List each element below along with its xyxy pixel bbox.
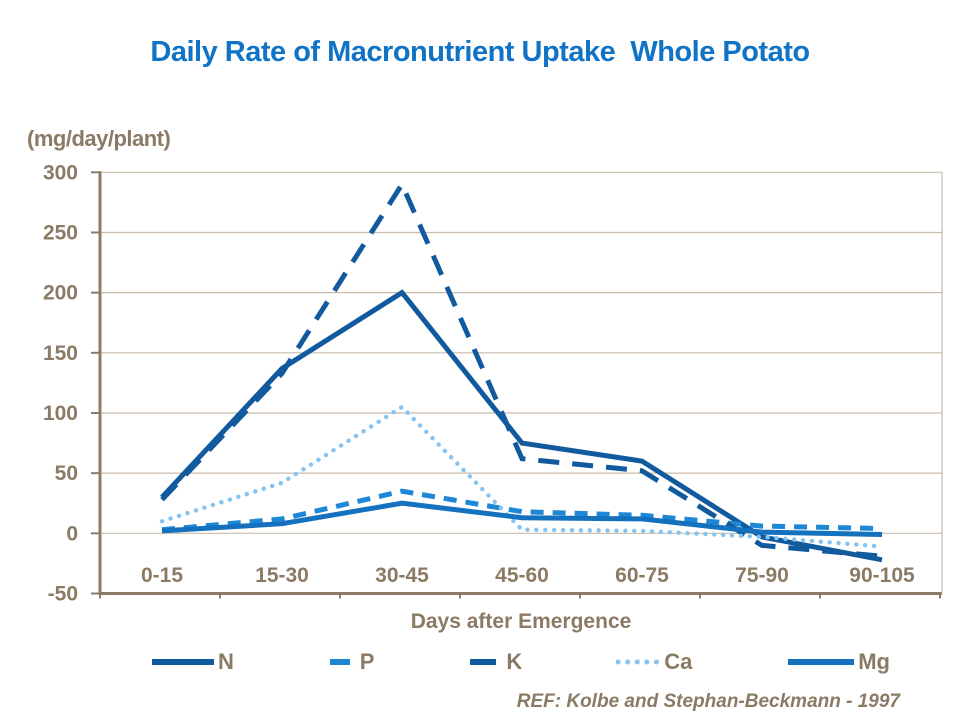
x-tick-label: 30-45 bbox=[375, 564, 429, 587]
x-tick-label: 90-105 bbox=[849, 564, 915, 587]
chart-title: Daily Rate of Macronutrient Uptake Whole… bbox=[150, 36, 810, 68]
x-tick-label: 15-30 bbox=[255, 564, 309, 587]
series-line-n bbox=[160, 289, 883, 563]
legend-swatch-n bbox=[152, 659, 214, 665]
legend-item-n: N bbox=[150, 649, 234, 675]
x-tick-label: 60-75 bbox=[615, 564, 669, 587]
y-tick-label: 250 bbox=[43, 221, 78, 244]
legend-swatch-mg bbox=[788, 659, 855, 665]
y-axis-unit-label: (mg/day/plant) bbox=[27, 126, 171, 151]
series-line-p bbox=[161, 488, 883, 533]
x-tick-label: 75-90 bbox=[735, 564, 789, 587]
y-tick-label: 200 bbox=[43, 282, 78, 305]
x-tick-label: 0-15 bbox=[141, 564, 183, 587]
x-tick-label: 45-60 bbox=[495, 564, 549, 587]
legend-swatch-p bbox=[329, 659, 350, 665]
legend-item-k: K bbox=[468, 649, 522, 675]
y-tick-label: 100 bbox=[43, 402, 78, 425]
legend-swatch-ca bbox=[616, 659, 663, 665]
y-tick-label: 0 bbox=[66, 522, 78, 545]
legend-label-p: P bbox=[359, 649, 375, 674]
y-tick-label: 300 bbox=[43, 161, 78, 184]
legend-item-ca: Ca bbox=[616, 649, 692, 675]
legend: N P K Ca Mg bbox=[150, 646, 890, 678]
series-line-ca bbox=[159, 404, 885, 549]
legend-swatch-k bbox=[470, 659, 497, 665]
x-axis-title: Days after Emergence bbox=[410, 610, 632, 633]
reference-text: REF: Kolbe and Stephan-Beckmann - 1997 bbox=[516, 691, 900, 712]
series-line-k bbox=[160, 178, 883, 559]
legend-item-mg: Mg bbox=[786, 649, 890, 675]
legend-label-ca: Ca bbox=[664, 649, 693, 674]
legend-label-k: K bbox=[506, 649, 523, 674]
y-tick-label: 150 bbox=[43, 342, 78, 365]
legend-label-n: N bbox=[218, 649, 234, 674]
series-line-mg bbox=[161, 500, 883, 537]
legend-label-mg: Mg bbox=[858, 649, 890, 674]
legend-item-p: P bbox=[328, 649, 375, 675]
y-tick-label: 50 bbox=[55, 462, 78, 485]
y-tick-label: -50 bbox=[48, 583, 78, 606]
